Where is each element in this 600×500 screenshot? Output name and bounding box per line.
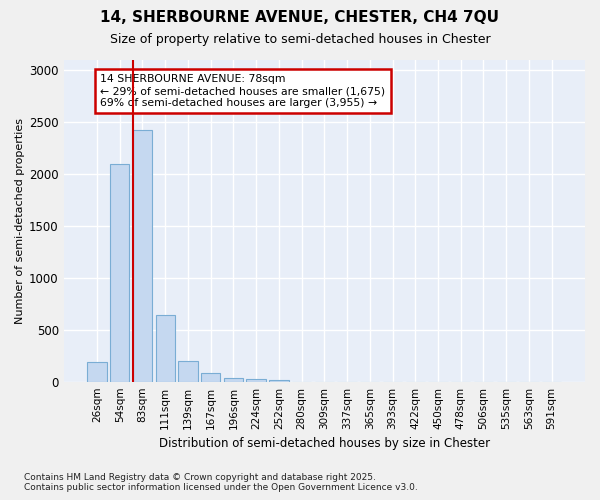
Bar [155,315,175,382]
Bar [201,373,220,382]
Text: Size of property relative to semi-detached houses in Chester: Size of property relative to semi-detach… [110,32,490,46]
Bar [133,130,152,382]
Text: 14, SHERBOURNE AVENUE, CHESTER, CH4 7QU: 14, SHERBOURNE AVENUE, CHESTER, CH4 7QU [101,10,499,25]
Text: Contains HM Land Registry data © Crown copyright and database right 2025.
Contai: Contains HM Land Registry data © Crown c… [24,473,418,492]
X-axis label: Distribution of semi-detached houses by size in Chester: Distribution of semi-detached houses by … [159,437,490,450]
Bar [269,380,289,382]
Y-axis label: Number of semi-detached properties: Number of semi-detached properties [15,118,25,324]
Text: 14 SHERBOURNE AVENUE: 78sqm
← 29% of semi-detached houses are smaller (1,675)
69: 14 SHERBOURNE AVENUE: 78sqm ← 29% of sem… [100,74,385,108]
Bar [88,362,107,382]
Bar [224,378,243,382]
Bar [110,164,130,382]
Bar [247,379,266,382]
Bar [178,361,197,382]
